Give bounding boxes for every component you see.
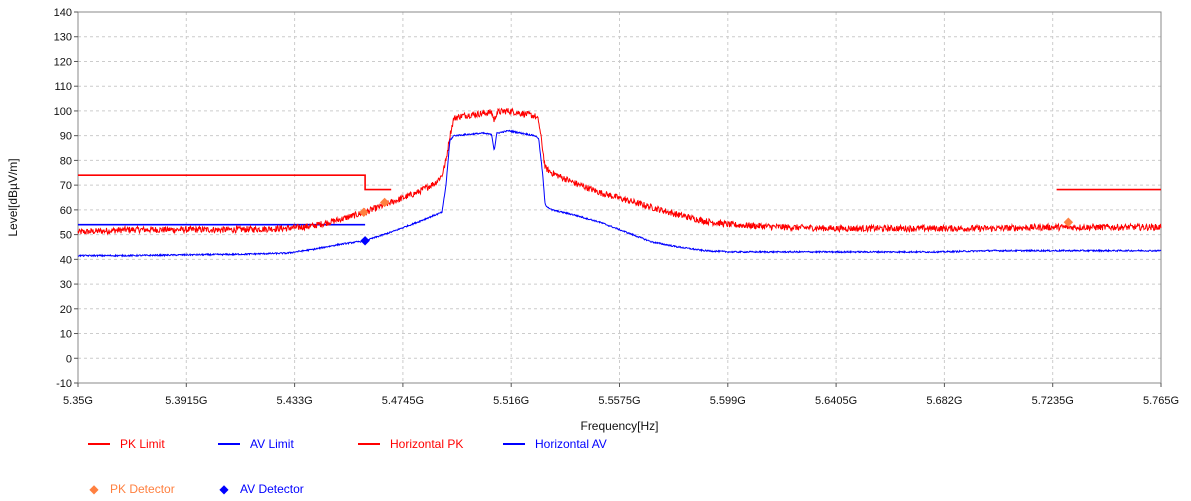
y-tick-label: 40 — [60, 254, 72, 266]
y-tick-label: -10 — [56, 378, 72, 390]
legend-swatch — [503, 443, 525, 445]
horizontal-pk-trace — [77, 107, 1162, 236]
legend: PK Limit AV Limit Horizontal PK Horizontal … — [88, 437, 1188, 497]
legend-item-av-detector: ◆ AV Detector — [218, 482, 304, 496]
legend-label: Horizontal PK — [390, 437, 464, 451]
legend-marker-icon: ◆ — [219, 482, 229, 496]
legend-marker-icon: ◆ — [89, 482, 99, 496]
x-tick-label: 5.433G — [277, 395, 313, 407]
y-tick-label: 110 — [54, 81, 72, 93]
legend-swatch — [88, 443, 110, 445]
x-tick-label: 5.7235G — [1032, 395, 1074, 407]
y-tick-label: 120 — [54, 56, 72, 68]
y-tick-label: 130 — [54, 32, 72, 44]
y-tick-label: 20 — [60, 304, 72, 316]
y-tick-label: 100 — [54, 106, 72, 118]
y-tick-label: 10 — [60, 329, 72, 341]
y-tick-label: 0 — [66, 353, 72, 365]
y-tick-label: 140 — [54, 7, 72, 19]
x-tick-label: 5.682G — [926, 395, 962, 407]
legend-swatch — [218, 443, 240, 445]
x-tick-label: 5.4745G — [382, 395, 424, 407]
series-layer — [77, 107, 1162, 258]
legend-label: Horizontal AV — [535, 437, 607, 451]
pk-detector-marker — [379, 197, 390, 208]
legend-item-av-limit: AV Limit — [218, 437, 294, 451]
legend-item-horizontal-pk: Horizontal PK — [358, 437, 463, 451]
y-tick-label: 80 — [60, 155, 72, 167]
x-axis-ticks: 5.35G 5.3915G 5.433G 5.4745G 5.516G 5.5575G 5.… — [63, 383, 1179, 407]
y-tick-label: 50 — [60, 230, 72, 242]
av-detector-marker — [360, 236, 370, 246]
x-tick-label: 5.6405G — [815, 395, 857, 407]
pk-limit-line — [78, 174, 392, 191]
emission-chart: -10 0 10 20 30 40 50 60 70 80 90 100 110 120 130 140 5.… — [6, 7, 1179, 433]
pk-detector-marker — [1063, 217, 1074, 227]
x-tick-label: 5.5575G — [598, 395, 640, 407]
grid — [77, 11, 1162, 384]
x-axis-label: Frequency[Hz] — [580, 419, 658, 433]
y-tick-label: 70 — [60, 180, 72, 192]
y-axis-label: Level[dBµV/m] — [6, 158, 20, 236]
y-tick-label: 30 — [60, 279, 72, 291]
legend-swatch — [358, 443, 380, 445]
legend-label: PK Limit — [120, 437, 165, 451]
pk-detector-marker — [359, 207, 369, 218]
x-tick-label: 5.516G — [493, 395, 529, 407]
y-tick-label: 90 — [60, 131, 72, 143]
legend-item-pk-detector: ◆ PK Detector — [88, 482, 175, 496]
horizontal-av-trace — [77, 129, 1162, 258]
legend-item-horizontal-av: Horizontal AV — [503, 437, 607, 451]
detector-markers — [359, 197, 1074, 246]
x-tick-label: 5.765G — [1143, 395, 1179, 407]
legend-item-pk-limit: PK Limit — [88, 437, 165, 451]
y-tick-label: 60 — [60, 205, 72, 217]
legend-label: PK Detector — [110, 482, 175, 496]
x-tick-label: 5.599G — [710, 395, 746, 407]
x-tick-label: 5.3915G — [165, 395, 207, 407]
legend-label: AV Limit — [250, 437, 294, 451]
y-axis-ticks: -10 0 10 20 30 40 50 60 70 80 90 100 110 120 130 140 — [54, 7, 78, 390]
x-tick-label: 5.35G — [63, 395, 93, 407]
legend-label: AV Detector — [240, 482, 304, 496]
